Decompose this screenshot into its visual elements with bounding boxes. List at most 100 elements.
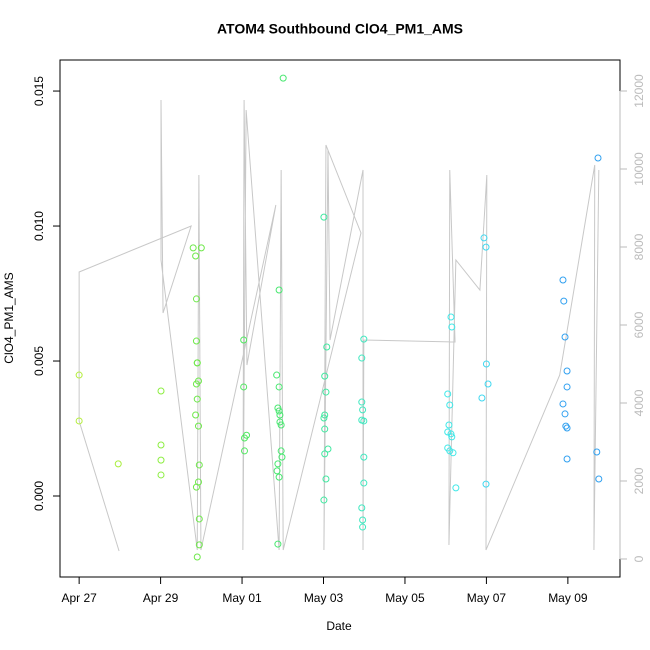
data-point: [561, 410, 569, 418]
chart-title: ATOM4 Southbound ClO4_PM1_AMS: [217, 21, 463, 37]
data-point: [195, 515, 203, 523]
data-point: [478, 394, 486, 402]
data-point: [594, 154, 602, 162]
y2-tick-label: 4000: [632, 389, 646, 416]
data-point: [275, 473, 283, 481]
data-point: [446, 401, 454, 409]
data-point: [321, 425, 329, 433]
data-point: [197, 244, 205, 252]
data-point: [274, 460, 282, 468]
data-point: [75, 417, 83, 425]
data-point: [157, 471, 165, 479]
data-point: [321, 450, 329, 458]
data-point: [593, 448, 601, 456]
data-point: [157, 456, 165, 464]
data-point: [279, 74, 287, 82]
y2-tick-label: 0: [632, 555, 646, 562]
data-point: [482, 243, 490, 251]
data-point: [482, 360, 490, 368]
data-point: [192, 411, 200, 419]
x-tick-label: May 09: [548, 591, 588, 605]
data-point: [275, 407, 283, 415]
data-point: [321, 372, 329, 380]
data-point: [452, 484, 460, 492]
data-point: [157, 441, 165, 449]
data-point: [358, 354, 366, 362]
data-point: [358, 398, 366, 406]
x-tick-label: Apr 29: [143, 591, 179, 605]
data-point: [359, 516, 367, 524]
y2-tick-label: 8000: [632, 233, 646, 260]
data-point: [360, 479, 368, 487]
data-point: [273, 371, 281, 379]
data-point: [193, 395, 201, 403]
data-point: [595, 475, 603, 483]
data-point: [320, 496, 328, 504]
y2-tick-label: 10000: [632, 152, 646, 186]
data-point: [195, 541, 203, 549]
data-point: [559, 400, 567, 408]
data-point: [322, 388, 330, 396]
data-point: [322, 475, 330, 483]
data-point: [193, 553, 201, 561]
data-point: [240, 336, 248, 344]
data-point: [445, 421, 453, 429]
data-point: [563, 383, 571, 391]
y-tick-label: 0.005: [32, 346, 46, 376]
data-point: [320, 213, 328, 221]
data-point: [449, 449, 457, 457]
data-point: [195, 461, 203, 469]
y-axis-label: ClO4_PM1_AMS: [2, 272, 16, 363]
data-point: [192, 252, 200, 260]
data-point: [321, 411, 329, 419]
data-point: [324, 445, 332, 453]
altitude-line: [78, 100, 600, 552]
data-point: [358, 504, 366, 512]
x-tick-label: May 03: [304, 591, 344, 605]
y2-tick-label: 12000: [632, 74, 646, 108]
data-point: [193, 359, 201, 367]
data-point: [444, 390, 452, 398]
data-point: [359, 523, 367, 531]
data-point: [157, 387, 165, 395]
y-tick-label: 0.010: [32, 211, 46, 241]
data-point: [448, 433, 456, 441]
y-tick-label: 0.015: [32, 76, 46, 106]
data-point: [114, 460, 122, 468]
data-point: [277, 447, 285, 455]
data-point: [273, 467, 281, 475]
data-point: [447, 313, 455, 321]
data-point: [563, 367, 571, 375]
data-point: [482, 480, 490, 488]
data-point: [277, 421, 285, 429]
data-point: [278, 453, 286, 461]
data-point: [480, 234, 488, 242]
data-point: [275, 383, 283, 391]
data-point: [192, 483, 200, 491]
x-tick-label: May 07: [467, 591, 507, 605]
data-point: [559, 276, 567, 284]
y-tick-label: 0.000: [32, 481, 46, 511]
data-point: [563, 455, 571, 463]
x-tick-label: May 01: [222, 591, 262, 605]
data-point: [360, 335, 368, 343]
x-tick-label: May 05: [385, 591, 425, 605]
data-point: [323, 343, 331, 351]
y2-tick-label: 2000: [632, 467, 646, 494]
data-point: [447, 430, 455, 438]
data-point: [274, 540, 282, 548]
data-point: [484, 380, 492, 388]
data-point: [448, 323, 456, 331]
data-point: [276, 411, 284, 419]
data-point: [75, 371, 83, 379]
x-tick-label: Apr 27: [61, 591, 97, 605]
data-point: [192, 380, 200, 388]
data-point: [360, 417, 368, 425]
data-point: [194, 422, 202, 430]
data-point: [563, 424, 571, 432]
data-point: [359, 406, 367, 414]
data-point: [240, 383, 248, 391]
data-point: [240, 447, 248, 455]
data-point: [561, 333, 569, 341]
